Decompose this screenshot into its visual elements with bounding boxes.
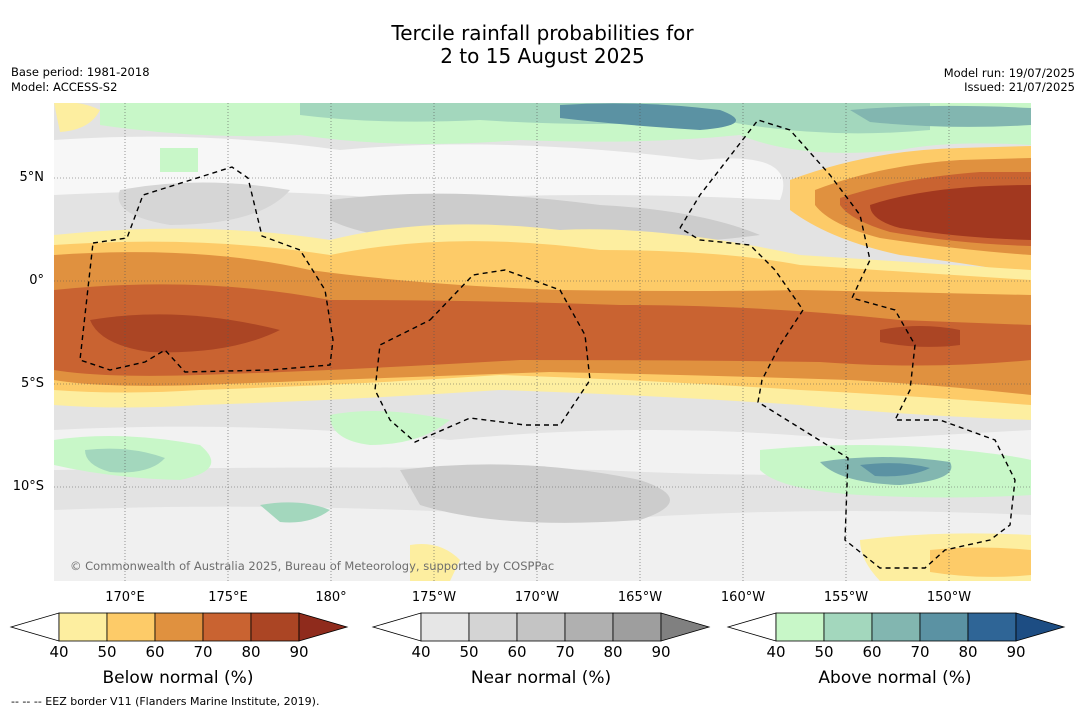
colorbar-near-segment	[516, 612, 566, 642]
colorbar-above-segment	[775, 612, 825, 642]
colorbar-title-below: Below normal (%)	[102, 668, 254, 688]
colorbar-below-max-arrow	[298, 612, 349, 642]
colorbar-below-segment	[58, 612, 108, 642]
colorbar-above-segment	[823, 612, 873, 642]
colorbar-below-segment	[106, 612, 156, 642]
colorbar-below-tick: 90	[289, 643, 309, 661]
colorbar-below-tick: 40	[49, 643, 69, 661]
issued-date: Issued: 21/07/2025	[964, 80, 1075, 94]
colorbar-above-min-arrow	[726, 612, 777, 642]
copyright-notice: © Commonwealth of Australia 2025, Bureau…	[70, 559, 555, 573]
lon-label-165w: 165°W	[617, 590, 663, 605]
colorbar-above-segment	[967, 612, 1017, 642]
colorbar-below-segment	[250, 612, 300, 642]
colorbar-near-segment	[420, 612, 470, 642]
lon-label-155w: 155°W	[823, 590, 869, 605]
colorbar-near-min-arrow	[371, 612, 422, 642]
lat-label-5s: 5°S	[20, 376, 44, 391]
eez-footnote: -- -- -- EEZ border V11 (Flanders Marine…	[11, 695, 320, 708]
title-line-1: Tercile rainfall probabilities for	[391, 21, 694, 45]
colorbar-title-near: Near normal (%)	[470, 668, 612, 688]
colorbar-title-above: Above normal (%)	[818, 668, 972, 688]
map-title: Tercile rainfall probabilities for 2 to …	[0, 22, 1085, 68]
colorbar-below-tick: 70	[193, 643, 213, 661]
lon-label-175e: 175°E	[208, 590, 248, 605]
lon-label-170e: 170°E	[105, 590, 145, 605]
colorbar-below-min-arrow	[9, 612, 60, 642]
colorbar-near-segment	[612, 612, 662, 642]
colorbar-near-segment	[564, 612, 614, 642]
title-line-2: 2 to 15 August 2025	[440, 44, 645, 68]
colorbar-above-segment	[919, 612, 969, 642]
probability-field	[54, 103, 1031, 581]
lon-label-175w: 175°W	[411, 590, 457, 605]
lon-label-180: 180°	[315, 590, 347, 605]
colorbar-below-tick: 80	[241, 643, 261, 661]
base-period: Base period: 1981-2018	[11, 65, 150, 79]
colorbar-below-tick: 50	[97, 643, 117, 661]
colorbar-below-tick: 60	[145, 643, 165, 661]
colorbar-above-tick: 40	[766, 643, 786, 661]
colorbar-above-tick: 70	[910, 643, 930, 661]
colorbar-above-segment	[871, 612, 921, 642]
eez-borders	[79, 119, 1016, 569]
colorbar-near-max-arrow	[660, 612, 711, 642]
colorbar-near-segment	[468, 612, 518, 642]
colorbar-below-segment	[154, 612, 204, 642]
lon-label-160w: 160°W	[720, 590, 766, 605]
colorbar-above-tick: 90	[1006, 643, 1026, 661]
colorbar-near-tick: 80	[603, 643, 623, 661]
colorbars	[9, 612, 1066, 642]
colorbar-near-tick: 50	[459, 643, 479, 661]
lat-label-0: 0°	[29, 273, 44, 288]
lon-label-150w: 150°W	[926, 590, 972, 605]
colorbar-above-max-arrow	[1015, 612, 1066, 642]
colorbar-near-tick: 60	[507, 643, 527, 661]
lon-label-170w: 170°W	[514, 590, 560, 605]
lat-label-10s: 10°S	[12, 479, 44, 494]
colorbar-above-tick: 80	[958, 643, 978, 661]
colorbar-near-tick: 70	[555, 643, 575, 661]
colorbar-above-tick: 50	[814, 643, 834, 661]
colorbar-below-segment	[202, 612, 252, 642]
model-run: Model run: 19/07/2025	[943, 66, 1075, 80]
model-name: Model: ACCESS-S2	[11, 80, 118, 94]
colorbar-near-tick: 40	[411, 643, 431, 661]
colorbar-near-tick: 90	[651, 643, 671, 661]
lat-label-5n: 5°N	[19, 170, 45, 185]
colorbar-above-tick: 60	[862, 643, 882, 661]
